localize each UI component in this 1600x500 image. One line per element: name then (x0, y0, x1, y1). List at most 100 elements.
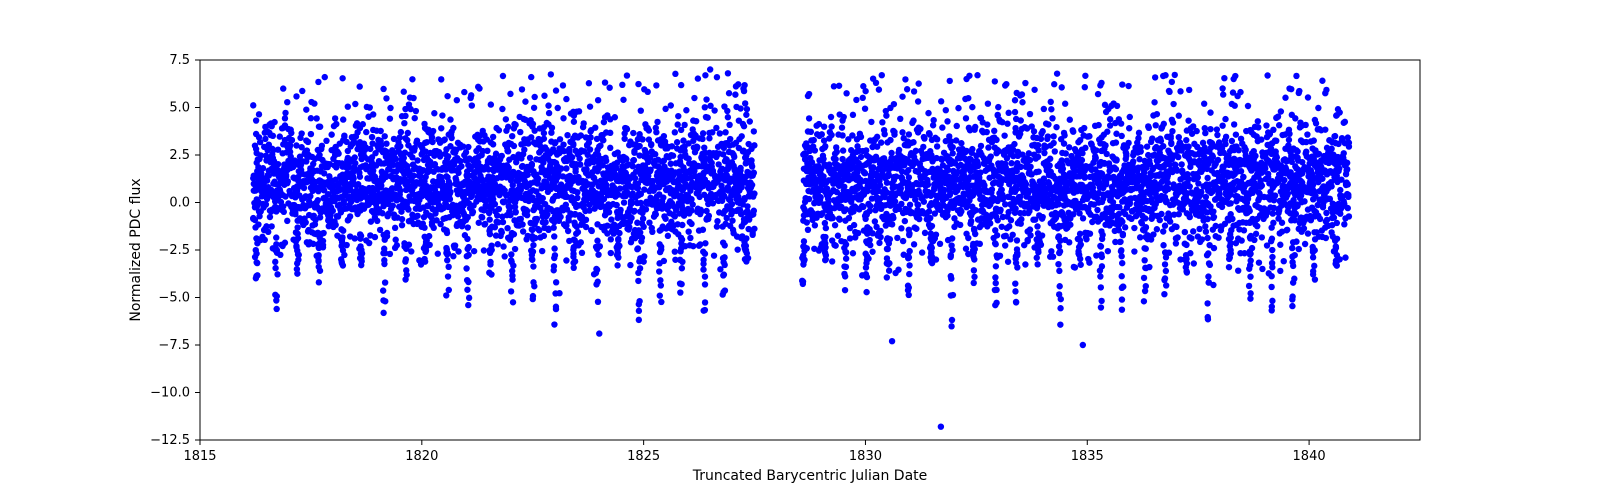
data-point (832, 222, 838, 228)
data-point (741, 82, 747, 88)
data-point (340, 228, 346, 234)
data-point (1048, 248, 1054, 254)
data-point (915, 98, 921, 104)
data-point (595, 299, 601, 305)
data-point (700, 130, 706, 136)
data-point (616, 230, 622, 236)
data-point (900, 238, 906, 244)
data-point (340, 116, 346, 122)
data-point (677, 248, 683, 254)
data-point (576, 108, 582, 114)
data-point (892, 198, 898, 204)
data-point (839, 124, 845, 130)
data-point (370, 111, 376, 117)
data-point (464, 287, 470, 293)
data-point (877, 228, 883, 234)
data-point (272, 247, 278, 253)
data-point (1047, 156, 1053, 162)
data-point (553, 304, 559, 310)
data-point (265, 229, 271, 235)
data-point (668, 102, 674, 108)
data-point (1125, 140, 1131, 146)
data-point (926, 208, 932, 214)
data-point (1002, 242, 1008, 248)
data-point (860, 95, 866, 101)
data-point (551, 245, 557, 251)
data-point (984, 129, 990, 135)
data-point (1045, 121, 1051, 127)
data-point (806, 196, 812, 202)
data-point (595, 97, 601, 103)
data-point (858, 134, 864, 140)
data-point (991, 128, 997, 134)
data-point (896, 147, 902, 153)
data-point (1087, 230, 1093, 236)
data-point (934, 136, 940, 142)
data-point (1041, 106, 1047, 112)
data-point (1004, 121, 1010, 127)
data-point (726, 122, 732, 128)
data-point (1168, 140, 1174, 146)
data-point (822, 143, 828, 149)
data-point (553, 87, 559, 93)
data-point (352, 235, 358, 241)
data-point (1105, 248, 1111, 254)
data-point (530, 279, 536, 285)
data-point (679, 222, 685, 228)
data-point (636, 301, 642, 307)
data-point (744, 106, 750, 112)
data-point (1049, 115, 1055, 121)
data-point (1001, 132, 1007, 138)
data-point (1117, 239, 1123, 245)
data-point (487, 250, 493, 256)
data-point (1046, 162, 1052, 168)
data-point (700, 227, 706, 233)
data-point (575, 229, 581, 235)
data-point (751, 190, 757, 196)
data-point (1113, 156, 1119, 162)
data-point (1167, 218, 1173, 224)
data-point (530, 121, 536, 127)
data-point (700, 249, 706, 255)
data-point (662, 216, 668, 222)
data-point (1138, 148, 1144, 154)
data-point (965, 95, 971, 101)
data-point (687, 235, 693, 241)
data-point (1003, 81, 1009, 87)
data-point (401, 155, 407, 161)
data-point (830, 215, 836, 221)
data-point (284, 218, 290, 224)
data-point (843, 90, 849, 96)
data-point (988, 153, 994, 159)
data-point (965, 235, 971, 241)
data-point (267, 214, 273, 220)
data-point (1048, 99, 1054, 105)
data-point (729, 217, 735, 223)
data-point (711, 107, 717, 113)
data-point (678, 82, 684, 88)
data-point (695, 75, 701, 81)
data-point (751, 208, 757, 214)
data-point (648, 141, 654, 147)
data-point (992, 78, 998, 84)
data-point (399, 216, 405, 222)
data-point (902, 76, 908, 82)
data-point (1008, 160, 1014, 166)
data-point (571, 237, 577, 243)
data-point (943, 107, 949, 113)
data-point (751, 226, 757, 232)
data-point (691, 95, 697, 101)
data-point (317, 234, 323, 240)
data-point (394, 242, 400, 248)
data-point (743, 112, 749, 118)
data-point (315, 197, 321, 203)
data-point (974, 72, 980, 78)
data-point (397, 143, 403, 149)
data-point (464, 253, 470, 259)
data-point (282, 110, 288, 116)
data-point (504, 225, 510, 231)
data-point (509, 276, 515, 282)
data-point (299, 88, 305, 94)
data-point (323, 138, 329, 144)
data-point (272, 259, 278, 265)
